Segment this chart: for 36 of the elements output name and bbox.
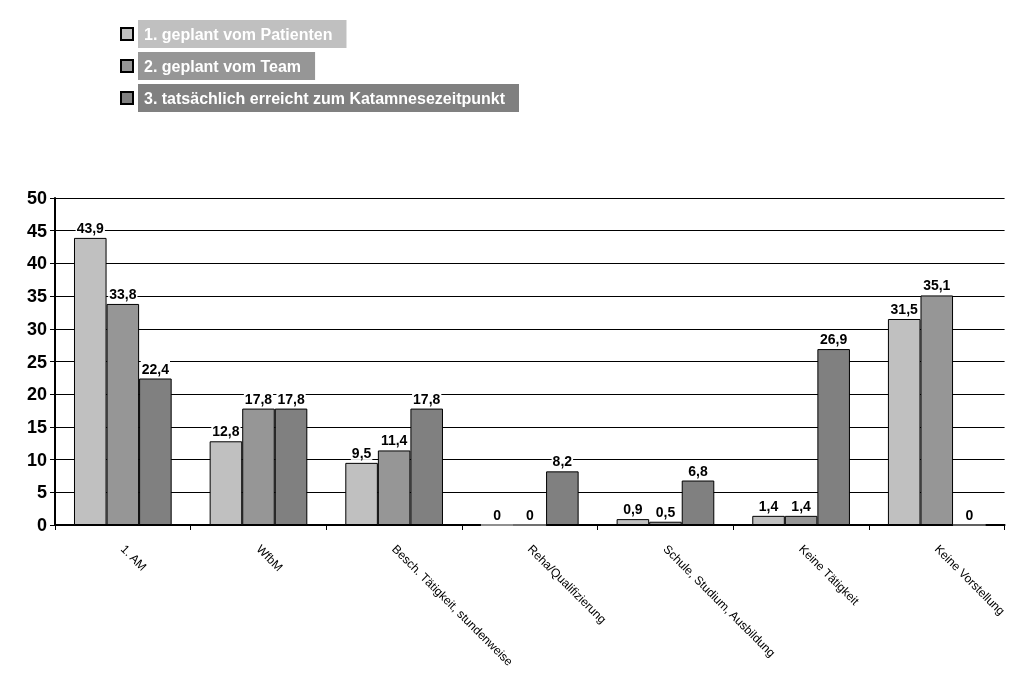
legend-label: 2. geplant vom Team xyxy=(144,57,302,75)
data-label: 17,8 xyxy=(277,390,305,407)
data-label: 31,5 xyxy=(890,300,919,317)
data-label: 17,8 xyxy=(244,390,273,407)
x-tick-label: 1. AM xyxy=(117,542,150,574)
data-label: 33,8 xyxy=(109,285,137,302)
y-tick-label: 40 xyxy=(26,253,47,274)
y-tick-label: 50 xyxy=(26,188,47,208)
y-tick-label: 10 xyxy=(26,449,47,470)
data-label: 0,9 xyxy=(623,501,643,518)
data-label: 22,4 xyxy=(141,360,170,377)
legend-label: 1. geplant vom Patienten xyxy=(144,25,333,43)
y-tick-label: 25 xyxy=(26,351,47,372)
data-label: 11,4 xyxy=(380,432,408,449)
y-tick-label: 30 xyxy=(26,318,47,339)
y-tick-label: 35 xyxy=(26,286,47,307)
data-label: 1,4 xyxy=(758,497,779,514)
data-label: 8,2 xyxy=(552,453,573,470)
legend-label: 3. tatsächlich erreicht zum Katamnesezeitpunkt xyxy=(144,89,506,107)
data-label: 6,8 xyxy=(688,462,708,479)
data-label: 0 xyxy=(965,506,974,523)
y-tick-label: 45 xyxy=(26,220,47,241)
y-tick-label: 5 xyxy=(36,482,47,503)
data-label: 43,9 xyxy=(76,219,105,236)
data-label: 0 xyxy=(525,506,534,523)
y-tick-label: 15 xyxy=(26,416,47,437)
data-label: 9,5 xyxy=(351,444,372,461)
y-tick-label: 20 xyxy=(26,384,47,405)
data-label: 0 xyxy=(493,506,502,523)
data-label: 12,8 xyxy=(212,423,240,440)
data-label: 35,1 xyxy=(923,277,951,294)
y-tick-label: 0 xyxy=(36,515,47,535)
data-label: 17,8 xyxy=(413,390,441,407)
data-label: 1,4 xyxy=(791,497,812,514)
data-label: 26,9 xyxy=(820,331,848,348)
data-label: 0,5 xyxy=(655,503,676,520)
